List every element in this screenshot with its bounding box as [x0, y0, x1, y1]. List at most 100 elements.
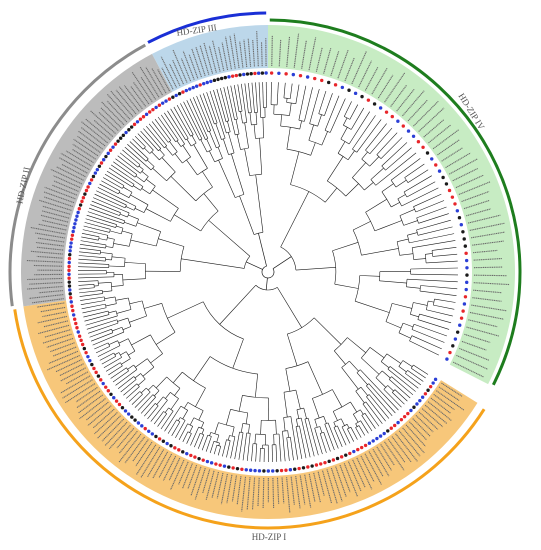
leaf-marker — [314, 463, 319, 467]
leaf-marker — [360, 445, 364, 450]
leaf-marker — [68, 288, 72, 292]
leaf-label — [415, 414, 434, 433]
leaf-label — [28, 294, 64, 299]
leaf-label — [423, 119, 445, 138]
leaf-marker — [171, 95, 175, 99]
leaf-marker — [348, 451, 352, 456]
leaf-label — [169, 63, 181, 87]
leaf-label — [37, 237, 65, 243]
leaf-label — [205, 470, 215, 501]
leaf-marker — [81, 196, 86, 200]
leaf-label — [308, 37, 317, 71]
leaf-label — [376, 446, 392, 471]
leaf-marker — [78, 203, 83, 207]
leaf-marker — [448, 350, 452, 355]
leaf-marker — [306, 465, 310, 469]
leaf-label — [257, 477, 260, 507]
leaf-label — [161, 67, 174, 90]
leaf-label — [43, 196, 73, 208]
leaf-label — [60, 152, 90, 171]
leaf-marker — [212, 78, 217, 83]
leaf-label — [461, 190, 490, 203]
leaf-label — [295, 476, 301, 509]
leaf-label — [50, 168, 83, 185]
leaf-label — [172, 60, 184, 85]
leaf-marker — [148, 110, 152, 114]
leaf-marker — [277, 71, 281, 76]
leaf-marker — [244, 468, 248, 472]
leaf-label — [317, 471, 325, 497]
leaf-label — [330, 467, 343, 502]
leaf-marker — [109, 392, 113, 396]
leaf-label — [430, 397, 451, 414]
leaf-label — [191, 48, 202, 78]
leaf-marker — [396, 420, 400, 425]
leaf-label — [358, 60, 373, 88]
leaf-marker — [94, 370, 98, 375]
leaf-label — [48, 350, 79, 364]
leaf-marker — [133, 418, 137, 422]
leaf-label — [247, 38, 252, 67]
leaf-marker — [84, 350, 88, 355]
band-iv — [268, 25, 515, 385]
leaf-label — [178, 461, 189, 485]
leaf-label — [326, 469, 338, 504]
leaf-marker — [231, 466, 235, 470]
leaf-label — [61, 163, 86, 178]
leaf-marker — [201, 458, 205, 462]
leaf-label — [42, 333, 72, 344]
leaf-label — [132, 439, 149, 462]
leaf-marker — [457, 216, 462, 220]
leaf-label — [30, 250, 63, 255]
leaf-label — [62, 379, 93, 399]
leaf-marker — [310, 464, 314, 468]
leaf-marker — [135, 120, 140, 124]
leaf-label — [412, 418, 431, 437]
leaf-marker — [453, 202, 457, 206]
leaf-label — [466, 326, 499, 337]
leaf-label — [473, 249, 498, 254]
leaf-label — [224, 36, 232, 70]
leaf-marker — [465, 273, 469, 277]
leaf-marker — [327, 459, 331, 464]
leaf-marker — [459, 223, 463, 227]
leaf-marker — [108, 148, 113, 152]
leaf-marker — [222, 464, 227, 468]
leaf-label — [299, 475, 306, 505]
leaf-label — [229, 35, 236, 69]
leaf-label — [56, 166, 84, 181]
leaf-label — [281, 477, 285, 504]
leaf-marker — [409, 408, 413, 413]
leaf-label — [53, 180, 79, 192]
leaf-marker — [227, 75, 231, 79]
leaf-marker — [253, 71, 257, 76]
leaf-label — [100, 107, 122, 129]
leaf-label — [199, 45, 210, 75]
leaf-marker — [193, 455, 197, 459]
leaf-label — [152, 451, 169, 479]
leaf-label — [76, 390, 101, 409]
leaf-marker — [189, 453, 193, 458]
leaf-marker — [386, 429, 390, 433]
leaf-marker — [418, 398, 422, 403]
leaf-label — [221, 42, 229, 71]
leaf-marker — [91, 174, 96, 179]
leaf-label — [190, 466, 202, 496]
leaf-label — [364, 67, 379, 91]
leaf-label — [380, 444, 395, 466]
band-iii — [152, 25, 268, 92]
leaf-marker — [69, 241, 73, 245]
leaf-marker — [138, 117, 143, 121]
leaf-marker — [372, 102, 377, 106]
leaf-label — [38, 290, 63, 294]
leaf-marker — [68, 253, 72, 257]
leaf-marker — [371, 439, 375, 443]
leaf-marker — [92, 366, 96, 371]
leaf-marker — [194, 84, 199, 88]
leaf-marker — [143, 426, 147, 431]
leaf-marker — [83, 192, 87, 196]
leaf-marker — [284, 72, 288, 76]
leaf-label — [437, 139, 460, 156]
leaf-label — [30, 226, 66, 235]
leaf-label — [344, 57, 355, 82]
